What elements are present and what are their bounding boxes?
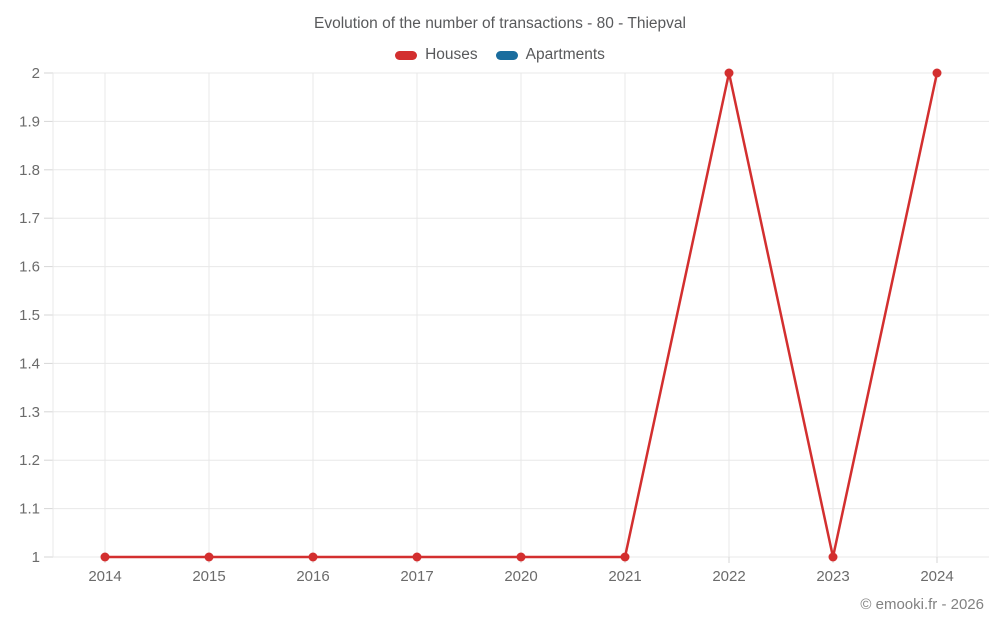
- legend: Houses Apartments: [0, 46, 1000, 64]
- x-axis-label: 2014: [88, 568, 121, 585]
- y-axis-label: 2: [32, 65, 40, 82]
- legend-label-houses: Houses: [425, 46, 478, 63]
- y-axis-label: 1.4: [19, 355, 40, 372]
- data-point-houses[interactable]: [828, 552, 838, 562]
- legend-label-apartments: Apartments: [525, 46, 605, 63]
- legend-item-houses[interactable]: Houses: [395, 46, 478, 64]
- data-point-houses[interactable]: [308, 552, 318, 562]
- x-axis-label: 2015: [192, 568, 225, 585]
- x-axis-label: 2023: [816, 568, 849, 585]
- data-point-houses[interactable]: [412, 552, 422, 562]
- x-axis-label: 2021: [608, 568, 641, 585]
- legend-item-apartments[interactable]: Apartments: [495, 46, 605, 64]
- y-axis-label: 1.8: [19, 162, 40, 179]
- y-axis-label: 1.3: [19, 404, 40, 421]
- data-point-houses[interactable]: [724, 68, 734, 78]
- houses-legend-swatch-icon: [395, 50, 418, 60]
- data-point-houses[interactable]: [620, 552, 630, 562]
- y-axis-label: 1.7: [19, 210, 40, 227]
- data-point-houses[interactable]: [932, 68, 942, 78]
- y-axis-label: 1.9: [19, 113, 40, 130]
- data-point-houses[interactable]: [204, 552, 214, 562]
- x-axis-label: 2024: [920, 568, 953, 585]
- y-axis-label: 1.6: [19, 259, 40, 276]
- chart-title: Evolution of the number of transactions …: [314, 15, 686, 32]
- y-axis-label: 1.2: [19, 452, 40, 469]
- footer-credit: © emooki.fr - 2026: [860, 596, 984, 613]
- x-axis-label: 2017: [400, 568, 433, 585]
- x-axis-label: 2020: [504, 568, 537, 585]
- data-point-houses[interactable]: [516, 552, 526, 562]
- apartments-legend-swatch-icon: [495, 50, 518, 60]
- y-axis-label: 1.5: [19, 307, 40, 324]
- y-axis-label: 1.1: [19, 501, 40, 518]
- x-axis-label: 2022: [712, 568, 745, 585]
- x-axis-label: 2016: [296, 568, 329, 585]
- data-point-houses[interactable]: [100, 552, 110, 562]
- y-axis-label: 1: [32, 549, 40, 566]
